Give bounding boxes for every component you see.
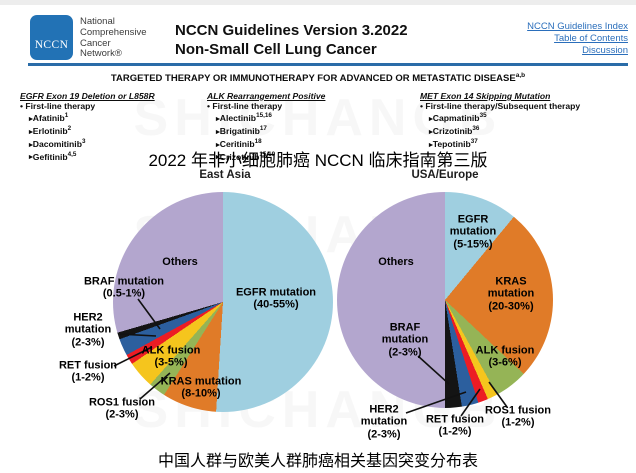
drug-item: Erlotinib2: [20, 124, 205, 137]
column-subheading: First-line therapy: [20, 101, 205, 111]
nccn-logo: [30, 15, 73, 60]
link-discussion[interactable]: Discussion: [582, 45, 628, 56]
bottom-caption: 中国人群与欧美人群肺癌相关基因突变分布表: [157, 453, 478, 470]
slice-label-ros1-fusion: ROS1 fusion (2-3%): [88, 396, 156, 421]
slice-label-her2-mutation: HER2 mutation (2-3%): [360, 403, 408, 441]
column-heading: ALK Rearrangement Positive: [207, 91, 326, 101]
column-heading: EGFR Exon 19 Deletion or L858R: [20, 91, 155, 101]
slice-label-alk-fusion: ALK fusion (3-5%): [141, 344, 201, 369]
nccn-logo-text: NCCN: [34, 39, 69, 51]
header-divider: [28, 63, 628, 66]
slice-label-egfr-mutation: EGFR mutation (40-55%): [235, 286, 317, 311]
drug-item: Gefitinib4,5: [20, 150, 205, 163]
slice-label-braf-mutation: BRAF mutation (2-3%): [381, 321, 429, 359]
drug-item: Crizotinib15,19: [207, 150, 415, 163]
drug-item: Capmatinib35: [420, 111, 634, 124]
slice-label-egfr-mutation: EGFR mutation (5-15%): [449, 213, 497, 251]
chinese-title: 2022 年非小细胞肺癌 NCCN 临床指南第三版: [148, 151, 488, 170]
chart-title-east-asia: East Asia: [199, 169, 251, 181]
org-name: National Comprehensive Cancer Network®: [80, 16, 147, 60]
drug-item: Afatinib1: [20, 111, 205, 124]
link-guidelines-index[interactable]: NCCN Guidelines Index: [527, 21, 628, 32]
page-title: NCCN Guidelines Version 3.2022 Non-Small…: [175, 22, 408, 58]
therapy-column-met: MET Exon 14 Skipping Mutation First-line…: [420, 91, 634, 150]
slice-label-others: Others: [378, 255, 414, 268]
drug-item: Ceritinib18: [207, 137, 415, 150]
drug-item: Dacomitinib3: [20, 137, 205, 150]
top-edge-strip: [0, 0, 636, 5]
drug-item: Alectinib15,16: [207, 111, 415, 124]
slice-label-ros1-fusion: ROS1 fusion (1-2%): [484, 404, 552, 429]
link-table-of-contents[interactable]: Table of Contents: [554, 33, 628, 44]
therapy-column-alk: ALK Rearrangement Positive First-line th…: [207, 91, 415, 162]
column-subheading: First-line therapy/Subsequent therapy: [420, 101, 634, 111]
slice-label-ret-fusion: RET fusion (1-2%): [58, 359, 118, 384]
section-banner: TARGETED THERAPY OR IMMUNOTHERAPY FOR AD…: [0, 72, 636, 84]
slice-label-ret-fusion: RET fusion (1-2%): [425, 413, 485, 438]
header-links: NCCN Guidelines Index Table of Contents …: [527, 21, 628, 57]
slice-label-kras-mutation: KRAS mutation (8-10%): [160, 375, 242, 400]
drug-item: Tepotinib37: [420, 137, 634, 150]
section-banner-footnote: a,b: [515, 72, 526, 79]
therapy-column-egfr: EGFR Exon 19 Deletion or L858R First-lin…: [20, 91, 205, 162]
drug-item: Crizotinib36: [420, 124, 634, 137]
column-subheading: First-line therapy: [207, 101, 415, 111]
slice-label-kras-mutation: KRAS mutation (20-30%): [487, 275, 535, 313]
slice-label-others: Others: [162, 255, 198, 268]
slice-label-her2-mutation: HER2 mutation (2-3%): [64, 311, 112, 349]
column-heading: MET Exon 14 Skipping Mutation: [420, 91, 551, 101]
drug-item: Brigatinib17: [207, 124, 415, 137]
slice-label-braf-mutation: BRAF mutation (0.5-1%): [83, 275, 165, 300]
chart-title-usa-europe: USA/Europe: [411, 169, 479, 181]
slice-label-alk-fusion: ALK fusion (3-6%): [475, 344, 535, 369]
section-banner-text: TARGETED THERAPY OR IMMUNOTHERAPY FOR AD…: [110, 73, 516, 85]
